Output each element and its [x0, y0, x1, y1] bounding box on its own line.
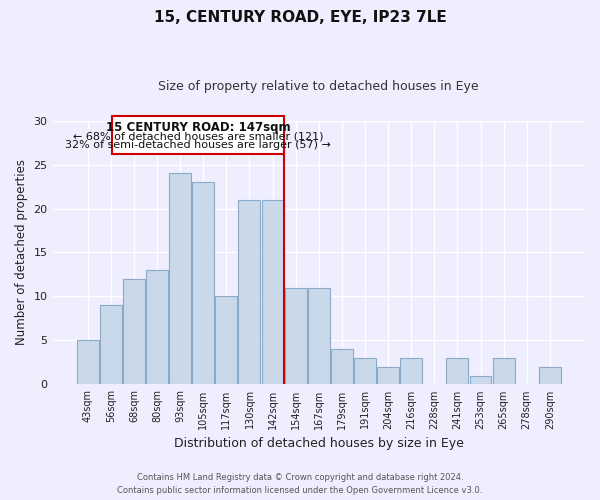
Y-axis label: Number of detached properties: Number of detached properties — [15, 160, 28, 346]
Text: ← 68% of detached houses are smaller (121): ← 68% of detached houses are smaller (12… — [73, 131, 323, 141]
Bar — [100, 306, 122, 384]
Bar — [192, 182, 214, 384]
Bar — [146, 270, 168, 384]
FancyBboxPatch shape — [112, 116, 284, 154]
Bar — [470, 376, 491, 384]
Bar — [354, 358, 376, 384]
Bar — [331, 349, 353, 384]
Text: 15 CENTURY ROAD: 147sqm: 15 CENTURY ROAD: 147sqm — [106, 122, 290, 134]
Bar — [377, 367, 399, 384]
Bar — [308, 288, 330, 384]
Bar — [446, 358, 469, 384]
Bar — [539, 367, 561, 384]
Text: 15, CENTURY ROAD, EYE, IP23 7LE: 15, CENTURY ROAD, EYE, IP23 7LE — [154, 10, 446, 25]
Bar — [493, 358, 515, 384]
Bar — [123, 279, 145, 384]
Bar — [169, 174, 191, 384]
Bar — [262, 200, 284, 384]
Bar — [77, 340, 98, 384]
Title: Size of property relative to detached houses in Eye: Size of property relative to detached ho… — [158, 80, 479, 93]
Bar — [238, 200, 260, 384]
X-axis label: Distribution of detached houses by size in Eye: Distribution of detached houses by size … — [174, 437, 464, 450]
Bar — [215, 296, 238, 384]
Text: Contains HM Land Registry data © Crown copyright and database right 2024.
Contai: Contains HM Land Registry data © Crown c… — [118, 473, 482, 495]
Bar — [284, 288, 307, 384]
Text: 32% of semi-detached houses are larger (57) →: 32% of semi-detached houses are larger (… — [65, 140, 331, 150]
Bar — [400, 358, 422, 384]
